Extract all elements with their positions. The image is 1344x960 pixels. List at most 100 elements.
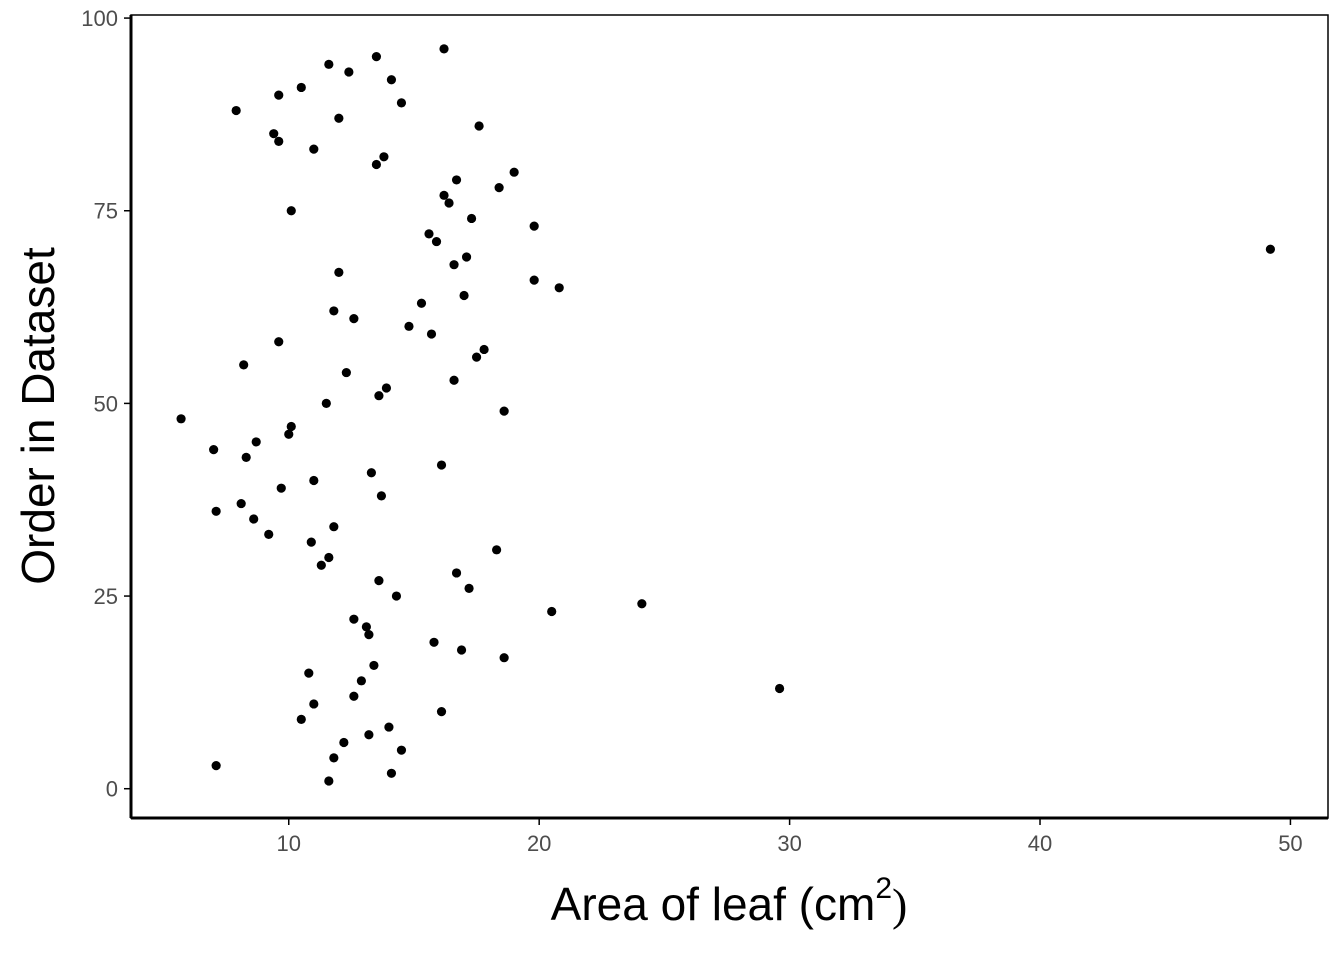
data-point — [349, 691, 359, 701]
data-point — [309, 475, 319, 486]
y-tick-label: 75 — [94, 199, 118, 224]
data-point — [364, 629, 374, 640]
data-point — [464, 583, 474, 593]
data-point — [391, 591, 402, 601]
data-point — [384, 722, 394, 732]
data-point — [321, 398, 331, 408]
data-point — [492, 545, 502, 555]
data-point — [344, 67, 354, 77]
x-axis-title: Area of leaf (cm2) — [551, 872, 908, 930]
data-point — [479, 344, 489, 355]
y-tick-label: 25 — [94, 584, 118, 609]
data-point — [529, 275, 539, 285]
data-point — [304, 668, 314, 678]
data-point — [339, 737, 349, 748]
data-point — [209, 445, 219, 455]
data-point — [329, 522, 339, 532]
data-point — [239, 360, 249, 370]
data-point — [396, 98, 407, 108]
data-point — [369, 660, 379, 671]
data-point — [386, 75, 397, 85]
data-point — [374, 576, 384, 586]
data-point — [269, 129, 279, 139]
data-point — [554, 283, 564, 293]
data-point — [509, 167, 519, 177]
data-point — [349, 614, 359, 624]
data-point — [456, 645, 467, 655]
data-point — [286, 421, 296, 432]
data-point — [424, 229, 434, 239]
data-point — [334, 267, 344, 277]
data-point — [449, 375, 459, 385]
data-point — [474, 121, 484, 131]
data-points — [176, 44, 1276, 786]
data-point — [499, 406, 509, 416]
data-point — [461, 252, 472, 262]
data-point — [529, 221, 539, 231]
data-point — [404, 321, 414, 331]
data-point — [236, 498, 246, 509]
data-point — [386, 768, 397, 778]
data-point — [251, 437, 261, 447]
data-point — [276, 483, 286, 493]
data-point — [324, 552, 334, 563]
data-point — [381, 383, 392, 393]
data-point — [316, 560, 326, 570]
data-point — [296, 82, 306, 93]
y-axis-ticks: 0 25 50 75 100 — [81, 6, 131, 802]
data-point — [436, 707, 447, 717]
data-point — [176, 414, 186, 424]
data-point — [426, 329, 437, 339]
data-point — [341, 367, 351, 378]
data-point — [637, 599, 647, 609]
data-point — [324, 59, 334, 69]
data-point — [364, 730, 374, 740]
data-point — [366, 468, 377, 478]
data-point — [451, 175, 462, 185]
x-tick-label: 10 — [277, 831, 301, 856]
data-point — [439, 190, 449, 200]
data-point — [466, 213, 477, 224]
data-point — [471, 352, 482, 362]
data-point — [231, 105, 241, 116]
plot-panel-border — [130, 14, 1329, 819]
data-point — [324, 776, 334, 786]
data-point — [499, 653, 509, 663]
data-point — [451, 568, 462, 578]
data-point — [379, 152, 389, 162]
data-point — [547, 606, 557, 617]
x-axis-title-superscript: 2 — [875, 872, 892, 905]
data-point — [436, 460, 447, 470]
data-point — [459, 290, 469, 301]
data-point — [329, 753, 339, 763]
data-point — [371, 159, 382, 170]
data-point — [429, 637, 439, 647]
data-point — [349, 314, 359, 324]
data-point — [211, 760, 221, 771]
data-point — [444, 198, 454, 208]
y-axis-title: Order in Dataset — [12, 247, 64, 585]
data-point — [306, 537, 316, 547]
x-tick-label: 30 — [777, 831, 801, 856]
data-point — [284, 429, 294, 439]
data-point — [249, 514, 259, 524]
data-point — [241, 452, 251, 462]
y-tick-label: 0 — [106, 777, 118, 802]
data-point — [376, 491, 387, 501]
data-point — [774, 683, 785, 694]
data-point — [309, 144, 319, 154]
data-point — [264, 529, 274, 540]
x-axis-ticks: 10 20 30 40 50 — [277, 818, 1303, 856]
data-point — [274, 90, 284, 100]
x-tick-label: 20 — [527, 831, 551, 856]
y-tick-label: 100 — [81, 6, 118, 31]
x-axis-title-text: Area of leaf (cm — [551, 878, 876, 930]
data-point — [286, 206, 296, 216]
data-point — [416, 298, 427, 308]
y-tick-label: 50 — [94, 391, 118, 416]
data-point — [334, 113, 344, 123]
data-point — [371, 52, 382, 62]
data-point — [329, 306, 339, 316]
data-point — [361, 622, 371, 632]
